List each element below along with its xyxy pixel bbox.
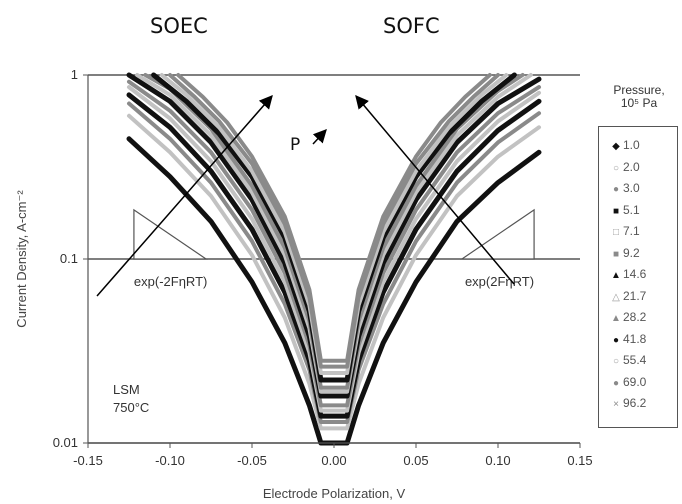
legend-label-41.8: 41.8 <box>623 331 647 346</box>
pressure-arrow-small <box>312 129 327 145</box>
legend-label-5.1: 5.1 <box>623 202 640 217</box>
series-line-7.1 <box>127 85 541 413</box>
legend-title-line-2: 10⁵ Pa <box>620 96 658 110</box>
series-line-55.4 <box>159 73 509 375</box>
legend-label-2.0: 2.0 <box>623 159 640 174</box>
legend-marker-5.1: ■ <box>612 205 620 217</box>
legend-label-55.4: 55.4 <box>623 353 647 367</box>
x-tick-label--0.10: -0.10 <box>155 453 185 468</box>
pressure-arrow-left <box>96 94 273 297</box>
legend-title-line-1: Pressure, <box>613 83 665 97</box>
legend-title: Pressure, 10⁵ Pa <box>596 84 682 110</box>
legend-entry-14.6: ▲ 14.6 <box>609 264 646 285</box>
series-line-9.2 <box>127 79 541 408</box>
legend-entry-9.2: ■ 9.2 <box>609 243 640 264</box>
sofc-label: SOFC <box>383 14 440 38</box>
x-tick-label-0.00: 0.00 <box>321 453 346 468</box>
legend-entry-5.1: ■ 5.1 <box>609 200 640 221</box>
legend-label-28.2: 28.2 <box>623 310 647 324</box>
y-tick-label-0.1: 0.1 <box>60 251 78 266</box>
pressure-arrow-label: P <box>290 135 300 155</box>
legend-entry-21.7: △ 21.7 <box>609 286 646 307</box>
legend-entry-3.0: ● 3.0 <box>609 178 640 199</box>
series-line-14.6 <box>126 72 542 399</box>
legend-label-7.1: 7.1 <box>623 224 640 238</box>
legend-label-9.2: 9.2 <box>623 245 640 260</box>
legend-marker-3.0: ● <box>612 184 620 195</box>
legend-marker-2.0: ○ <box>612 162 620 174</box>
legend-label-69.0: 69.0 <box>623 374 647 389</box>
series-line-28.2 <box>143 73 525 390</box>
legend-marker-7.1: □ <box>612 227 620 238</box>
soec-label: SOEC <box>150 14 208 38</box>
legend-label-1.0: 1.0 <box>623 138 640 152</box>
sample-label-material: LSM <box>113 382 140 397</box>
legend-entry-69.0: ● 69.0 <box>609 372 646 393</box>
y-axis-label: Current Density, A-cm⁻² <box>14 190 29 328</box>
legend-entry-41.8: ● 41.8 <box>609 329 646 350</box>
legend-entry-28.2: ▲ 28.2 <box>609 307 646 328</box>
legend-entry-2.0: ○ 2.0 <box>609 157 640 178</box>
legend-label-21.7: 21.7 <box>623 288 647 303</box>
series-line-2.0 <box>127 113 541 431</box>
annotations-layer: exp(-2FηRT) exp(2FηRT) LSM 750°C P <box>96 94 535 415</box>
series-line-3.0 <box>127 101 541 424</box>
slope-triangle-left <box>133 208 209 260</box>
legend-marker-96.2: × <box>613 399 619 410</box>
legend-marker-41.8: ● <box>612 334 620 346</box>
series-line-5.1 <box>126 92 542 419</box>
series-line-21.7 <box>135 73 533 394</box>
x-tick-label-0.15: 0.15 <box>567 453 592 468</box>
axes-layer: -0.15 -0.10 -0.05 0.00 0.05 0.10 0.15 0.01 0.1 1 E… <box>14 67 593 501</box>
legend-marker-21.7: △ <box>612 291 620 303</box>
x-tick-label--0.05: -0.05 <box>237 453 267 468</box>
series-line-69.0 <box>168 73 500 369</box>
legend-marker-69.0: ● <box>612 377 620 389</box>
legend-marker-28.2: ▲ <box>611 313 621 324</box>
legend-entry-55.4: ○ 55.4 <box>609 350 646 371</box>
legend-entry-96.2: × 96.2 <box>609 393 646 414</box>
legend-entry-1.0: ◆ 1.0 <box>609 135 640 156</box>
series-line-41.8 <box>151 72 517 383</box>
x-tick-label-0.10: 0.10 <box>485 453 510 468</box>
series-line-96.2 <box>176 73 492 363</box>
slope-label-right: exp(2FηRT) <box>465 274 534 289</box>
legend-marker-14.6: ▲ <box>611 270 621 281</box>
legend-marker-1.0: ◆ <box>612 141 620 152</box>
legend-label-3.0: 3.0 <box>623 181 640 195</box>
legend-label-96.2: 96.2 <box>623 396 647 410</box>
sample-label-temperature: 750°C <box>113 400 149 415</box>
pressure-arrow-right <box>355 94 515 285</box>
y-tick-label-0.01: 0.01 <box>53 435 78 450</box>
legend-marker-9.2: ■ <box>612 248 620 260</box>
legend: ◆ 1.0 ○ 2.0 ● 3.0 ■ 5.1 □ 7.1 ■ 9.2 ▲ 14.6 △ 21.7 ▲ 28.2 ●… <box>598 126 678 428</box>
slope-label-left: exp(-2FηRT) <box>134 274 207 289</box>
x-tick-label-0.05: 0.05 <box>403 453 428 468</box>
x-axis-label: Electrode Polarization, V <box>263 486 406 501</box>
legend-marker-55.4: ○ <box>612 356 620 367</box>
legend-entry-7.1: □ 7.1 <box>609 221 640 242</box>
x-tick-label--0.15: -0.15 <box>73 453 103 468</box>
legend-label-14.6: 14.6 <box>623 267 647 281</box>
slope-triangle-right <box>459 208 535 260</box>
y-tick-label-1: 1 <box>71 67 78 82</box>
